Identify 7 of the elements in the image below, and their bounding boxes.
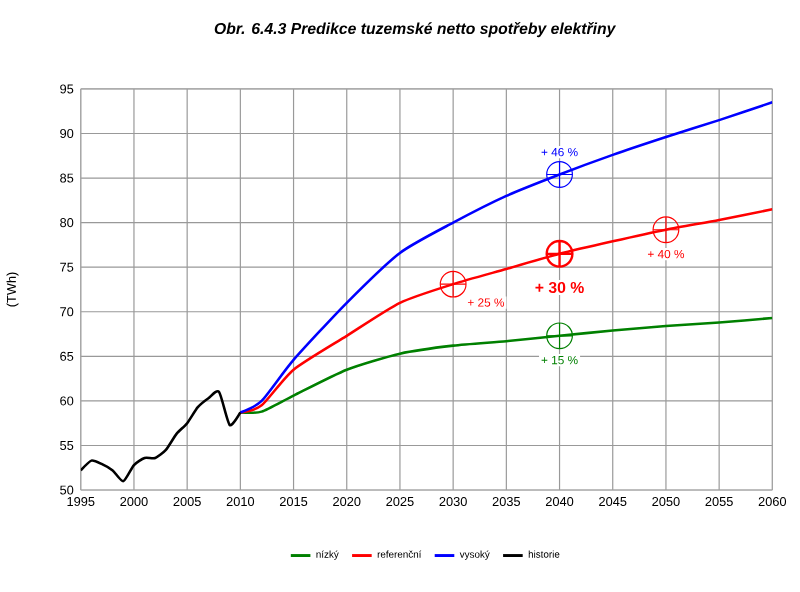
- point: [546, 160, 573, 188]
- line-series: [80, 389, 242, 483]
- point: [545, 239, 574, 268]
- line-series: [239, 207, 773, 414]
- line-series: [239, 316, 773, 414]
- point: [652, 215, 680, 243]
- line-series: [239, 100, 773, 414]
